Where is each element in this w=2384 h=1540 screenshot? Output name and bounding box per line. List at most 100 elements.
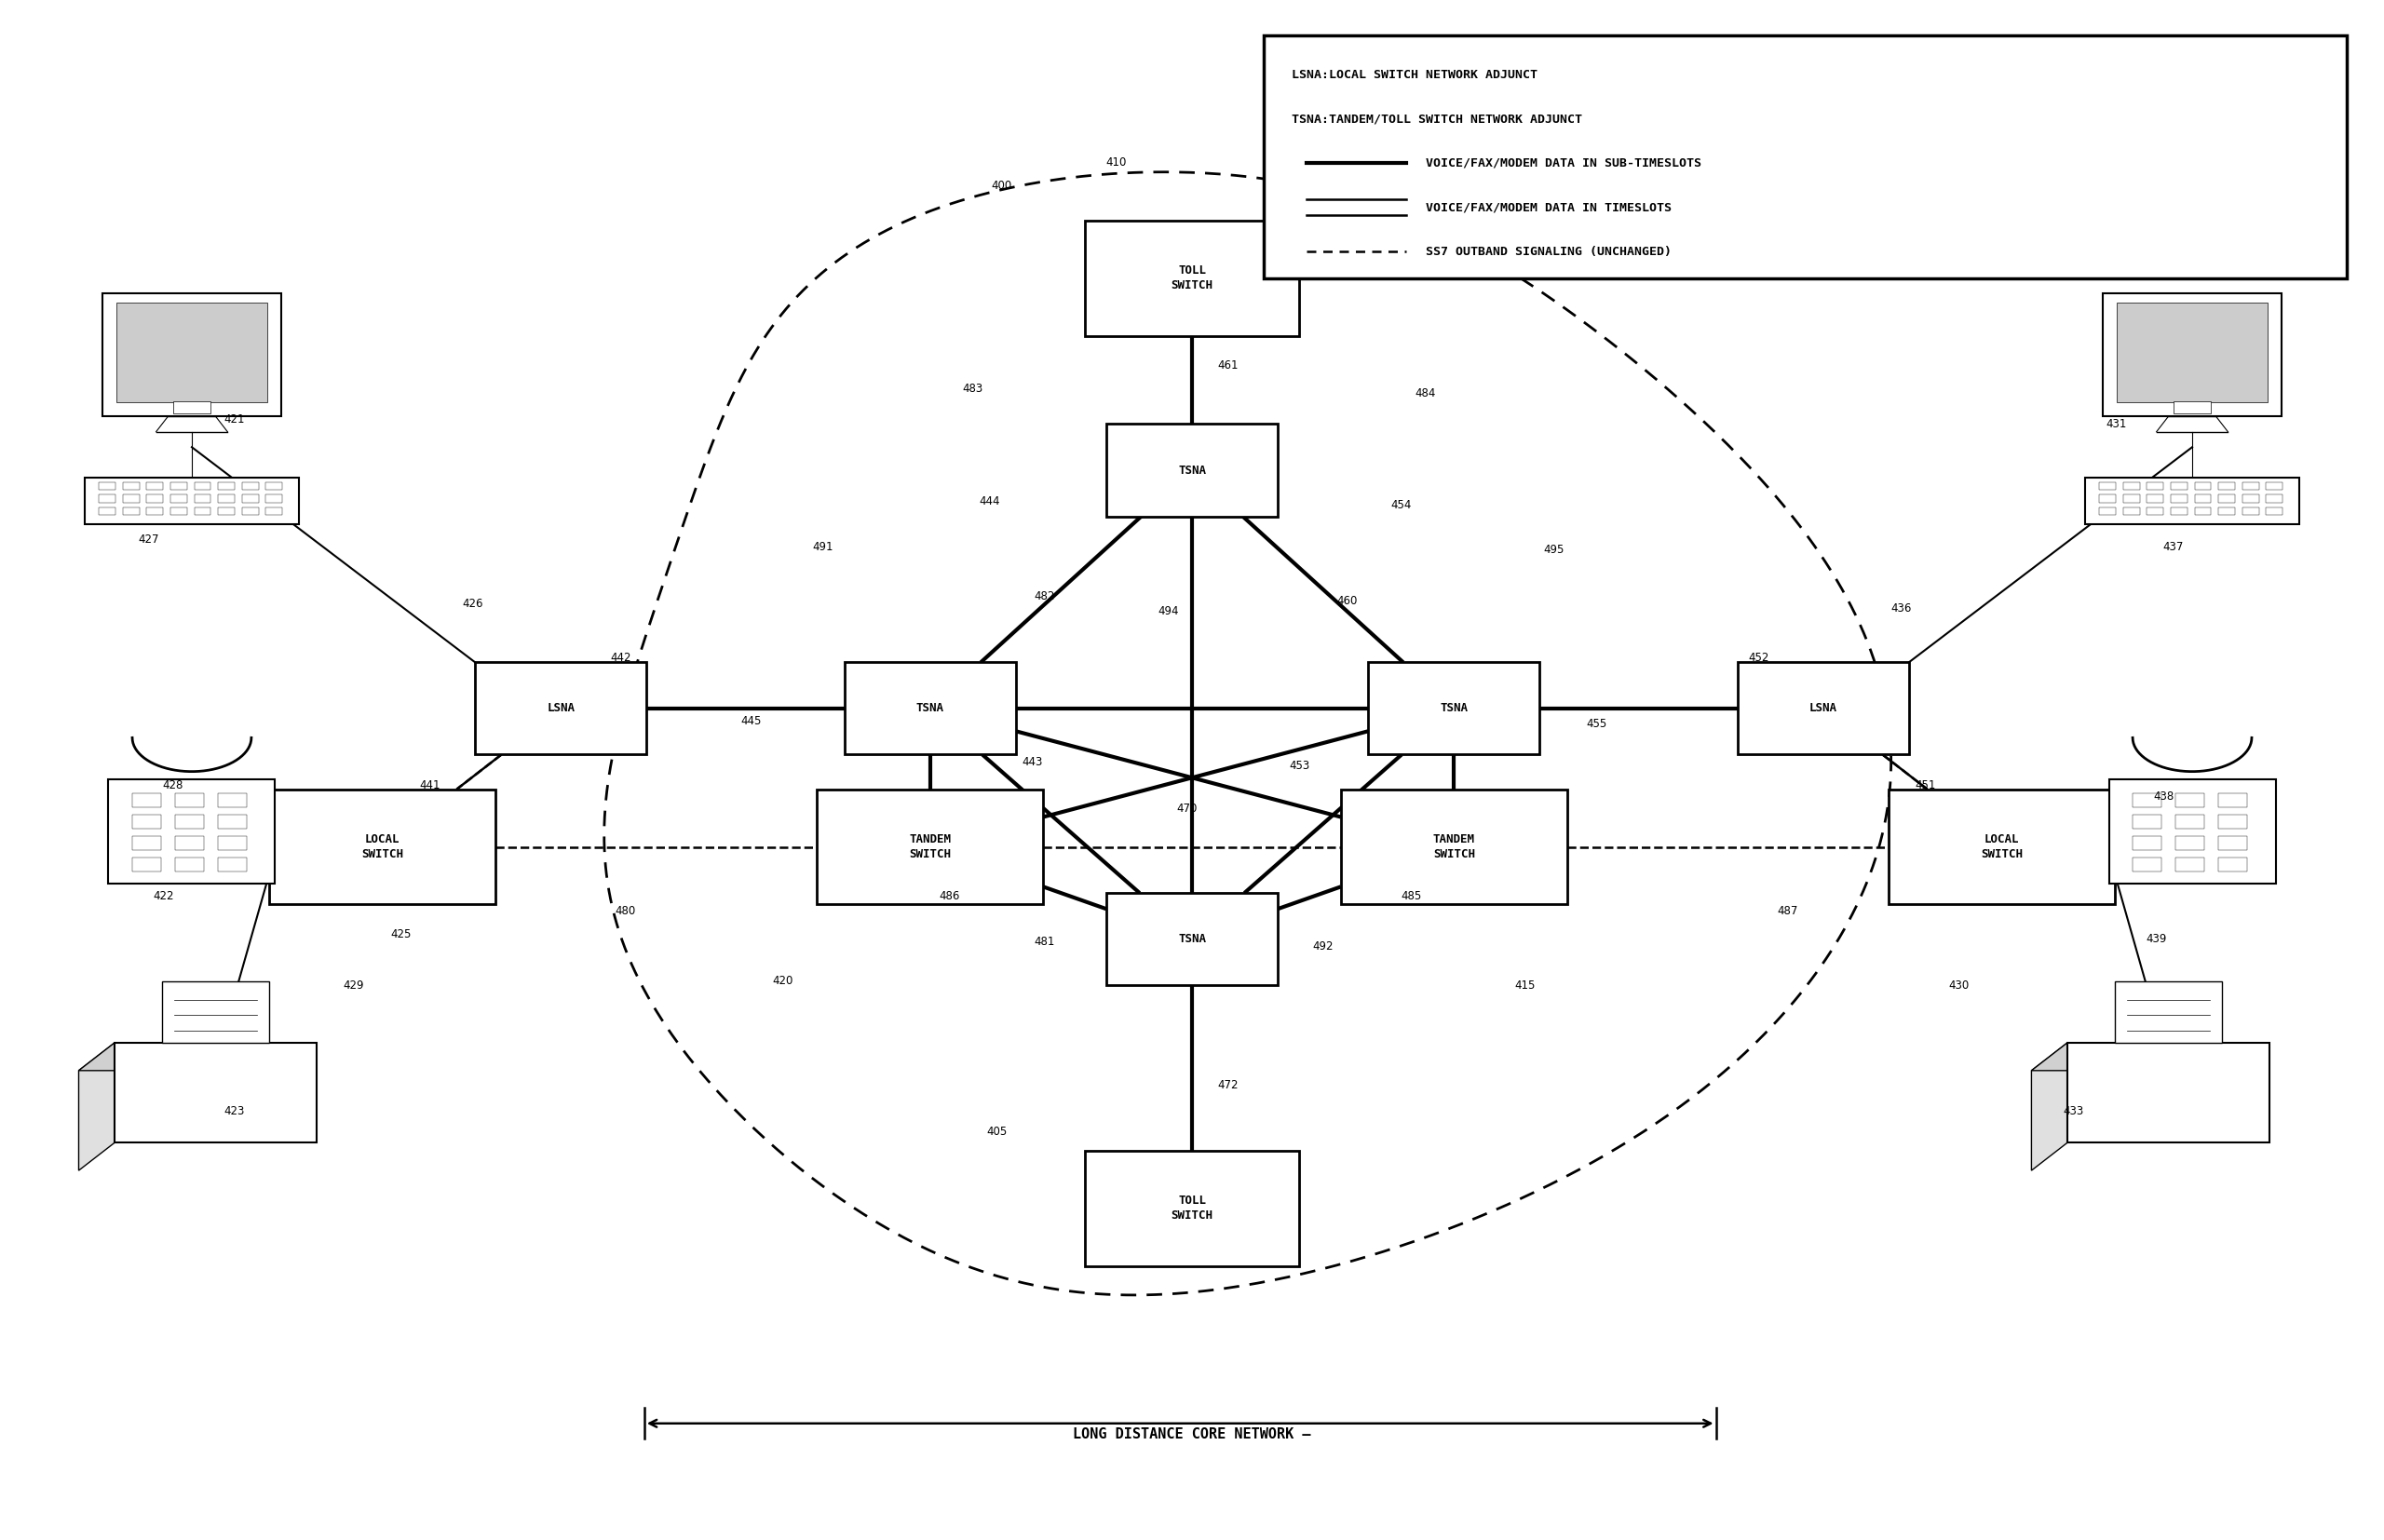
- Text: 481: 481: [1035, 936, 1054, 949]
- FancyBboxPatch shape: [2243, 507, 2260, 514]
- FancyBboxPatch shape: [2220, 836, 2248, 850]
- FancyBboxPatch shape: [2148, 482, 2165, 490]
- Text: 439: 439: [2146, 933, 2167, 946]
- Text: TSNA: TSNA: [1178, 933, 1206, 946]
- Text: 436: 436: [1891, 602, 1912, 614]
- FancyBboxPatch shape: [2174, 400, 2212, 413]
- FancyBboxPatch shape: [1106, 893, 1278, 986]
- FancyBboxPatch shape: [131, 793, 160, 807]
- Text: LSNA:LOCAL SWITCH NETWORK ADJUNCT: LSNA:LOCAL SWITCH NETWORK ADJUNCT: [1292, 69, 1538, 82]
- FancyBboxPatch shape: [169, 482, 186, 490]
- FancyBboxPatch shape: [122, 507, 138, 514]
- FancyBboxPatch shape: [2220, 482, 2236, 490]
- Text: 405: 405: [987, 1126, 1006, 1138]
- FancyBboxPatch shape: [98, 494, 114, 502]
- FancyBboxPatch shape: [162, 981, 269, 1043]
- FancyBboxPatch shape: [2172, 482, 2189, 490]
- FancyBboxPatch shape: [131, 815, 160, 829]
- FancyBboxPatch shape: [2110, 779, 2277, 884]
- Text: 486: 486: [939, 890, 958, 902]
- FancyBboxPatch shape: [2103, 294, 2281, 416]
- FancyBboxPatch shape: [2086, 477, 2298, 524]
- Text: 415: 415: [1514, 979, 1535, 992]
- FancyBboxPatch shape: [1888, 788, 2115, 904]
- FancyBboxPatch shape: [1738, 662, 1910, 755]
- FancyBboxPatch shape: [2115, 981, 2222, 1043]
- FancyBboxPatch shape: [107, 779, 274, 884]
- FancyBboxPatch shape: [2100, 482, 2117, 490]
- FancyBboxPatch shape: [98, 482, 114, 490]
- Text: 428: 428: [162, 779, 184, 792]
- Text: 421: 421: [224, 413, 246, 425]
- Text: 442: 442: [610, 651, 632, 664]
- Text: 427: 427: [138, 533, 160, 545]
- FancyBboxPatch shape: [2267, 494, 2284, 502]
- FancyBboxPatch shape: [2267, 507, 2284, 514]
- Text: 433: 433: [2062, 1106, 2084, 1118]
- FancyBboxPatch shape: [265, 482, 281, 490]
- Text: LSNA: LSNA: [1809, 702, 1838, 715]
- Text: 472: 472: [1218, 1080, 1237, 1092]
- Text: 491: 491: [813, 541, 834, 553]
- FancyBboxPatch shape: [2124, 482, 2141, 490]
- FancyBboxPatch shape: [2220, 793, 2248, 807]
- Text: 460: 460: [1337, 594, 1356, 607]
- Text: 445: 445: [741, 715, 763, 727]
- FancyBboxPatch shape: [193, 494, 210, 502]
- FancyBboxPatch shape: [2196, 482, 2212, 490]
- Text: TOLL
SWITCH: TOLL SWITCH: [1171, 265, 1213, 291]
- Polygon shape: [79, 1043, 114, 1170]
- FancyBboxPatch shape: [2220, 494, 2236, 502]
- FancyBboxPatch shape: [98, 507, 114, 514]
- FancyBboxPatch shape: [2220, 815, 2248, 829]
- Text: 495: 495: [1542, 544, 1564, 556]
- Text: LOCAL
SWITCH: LOCAL SWITCH: [1981, 833, 2022, 861]
- Text: 425: 425: [391, 929, 412, 941]
- Text: 455: 455: [1585, 718, 1607, 730]
- FancyBboxPatch shape: [2243, 494, 2260, 502]
- Text: 422: 422: [153, 890, 174, 902]
- FancyBboxPatch shape: [2134, 793, 2162, 807]
- Polygon shape: [2031, 1043, 2270, 1070]
- FancyBboxPatch shape: [2243, 482, 2260, 490]
- FancyBboxPatch shape: [2177, 858, 2205, 872]
- Text: 483: 483: [963, 382, 982, 394]
- FancyBboxPatch shape: [1106, 424, 1278, 516]
- Text: LSNA: LSNA: [546, 702, 575, 715]
- Text: 451: 451: [1914, 779, 1936, 792]
- Text: 484: 484: [1416, 387, 1435, 399]
- Text: 453: 453: [1290, 759, 1309, 772]
- FancyBboxPatch shape: [2117, 303, 2267, 402]
- Text: 430: 430: [1948, 979, 1969, 992]
- FancyBboxPatch shape: [2067, 1043, 2270, 1143]
- Text: TOLL
SWITCH: TOLL SWITCH: [1171, 1195, 1213, 1221]
- FancyBboxPatch shape: [193, 507, 210, 514]
- Text: 426: 426: [462, 598, 484, 610]
- Text: LONG DISTANCE CORE NETWORK —: LONG DISTANCE CORE NETWORK —: [1073, 1428, 1311, 1441]
- Text: 494: 494: [1159, 605, 1178, 618]
- Text: 443: 443: [1023, 756, 1042, 768]
- FancyBboxPatch shape: [1340, 788, 1566, 904]
- FancyBboxPatch shape: [122, 494, 138, 502]
- Text: VOICE/FAX/MODEM DATA IN SUB-TIMESLOTS: VOICE/FAX/MODEM DATA IN SUB-TIMESLOTS: [1426, 157, 1702, 169]
- Text: TANDEM
SWITCH: TANDEM SWITCH: [1433, 833, 1476, 861]
- FancyBboxPatch shape: [217, 815, 246, 829]
- FancyBboxPatch shape: [217, 793, 246, 807]
- FancyBboxPatch shape: [174, 793, 203, 807]
- FancyBboxPatch shape: [145, 482, 162, 490]
- FancyBboxPatch shape: [145, 507, 162, 514]
- Polygon shape: [79, 1043, 317, 1070]
- FancyBboxPatch shape: [2172, 507, 2189, 514]
- Text: 420: 420: [772, 975, 794, 987]
- FancyBboxPatch shape: [114, 1043, 317, 1143]
- FancyBboxPatch shape: [2100, 507, 2117, 514]
- FancyBboxPatch shape: [844, 662, 1016, 755]
- FancyBboxPatch shape: [131, 836, 160, 850]
- Text: 487: 487: [1776, 906, 1798, 918]
- FancyBboxPatch shape: [265, 494, 281, 502]
- FancyBboxPatch shape: [2124, 494, 2141, 502]
- Text: 480: 480: [615, 906, 637, 918]
- FancyBboxPatch shape: [2148, 494, 2165, 502]
- FancyBboxPatch shape: [2196, 507, 2212, 514]
- Text: 438: 438: [2153, 790, 2174, 802]
